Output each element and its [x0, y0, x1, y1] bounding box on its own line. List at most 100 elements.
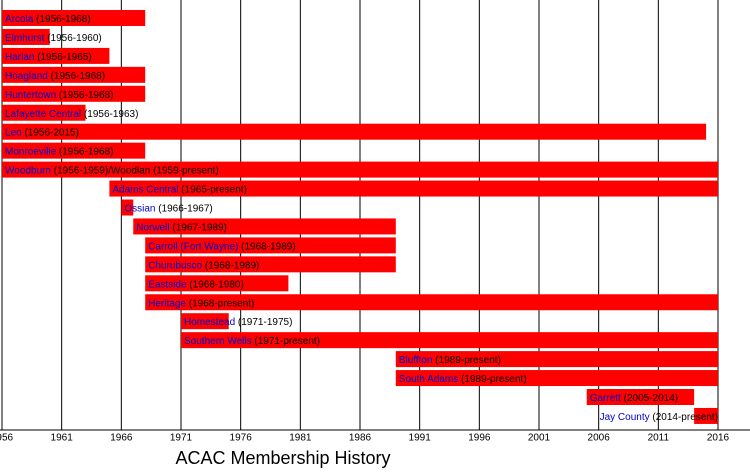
bar-name: Jay County: [600, 412, 650, 423]
bar-name: Heritage: [148, 298, 186, 309]
bar-period: (1956-2015): [22, 127, 79, 138]
bar-name: Eastside: [148, 279, 187, 290]
bar-label: Huntertown (1956-1968): [5, 89, 113, 100]
bar-label: Arcola (1956-1968): [5, 14, 91, 25]
bar: [2, 28, 50, 45]
bar-period: (1967-1989): [170, 222, 227, 233]
bar-name: Lafayette Central: [5, 108, 81, 119]
bar-name: Adams Central: [112, 184, 178, 195]
bar-name: Homestead: [184, 317, 235, 328]
bar-name: Bluffton: [399, 355, 433, 366]
bar-name: Churubusco: [148, 260, 202, 271]
bar-period: (1989-present): [458, 374, 526, 385]
bar-label: Garrett (2005-2014): [590, 393, 678, 404]
bar: [2, 142, 146, 159]
bar-period: (1971-1975): [235, 317, 292, 328]
x-tick-label: 1986: [349, 433, 372, 444]
chart-title: ACAC Membership History: [175, 448, 390, 468]
bar-label: Woodburn (1956-1959)/Woodlan (1959-prese…: [5, 165, 219, 176]
x-tick-label: 1971: [170, 433, 193, 444]
x-tick-label: 1956: [0, 433, 14, 444]
bar: [395, 351, 718, 368]
bar-period: (1968-present): [186, 298, 254, 309]
bar: [145, 237, 396, 254]
bar-period: (1965-present): [179, 184, 247, 195]
bar: [2, 47, 110, 64]
bar-period: (1956-1968): [56, 146, 113, 157]
bar-label: Heritage (1968-present): [148, 298, 254, 309]
bar-label: Ossian (1966-1967): [124, 203, 212, 214]
x-tick-label: 2011: [648, 433, 670, 444]
bar: [121, 199, 134, 216]
bar-period: (1956-1960): [44, 33, 101, 44]
bar: [109, 180, 718, 197]
bar-label: Homestead (1971-1975): [184, 317, 292, 328]
bar-label: Adams Central (1965-present): [112, 184, 247, 195]
bar: [145, 294, 718, 311]
bar-name: Norwell: [136, 222, 169, 233]
bar: [181, 332, 718, 349]
bar-name: Garrett: [590, 393, 621, 404]
x-tick-label: 1966: [110, 433, 133, 444]
x-tick-label: 2006: [588, 433, 611, 444]
bar-name: Southern Wells: [184, 336, 252, 347]
bar: [2, 104, 86, 121]
x-tick-label: 2016: [707, 433, 730, 444]
bar: [694, 407, 718, 424]
x-tick-label: 1961: [51, 433, 74, 444]
bar-period: (1989-present): [433, 355, 501, 366]
bar-period: (1968-1980): [187, 279, 244, 290]
bar-name: Woodburn: [5, 165, 51, 176]
bar: [395, 370, 718, 387]
bar-name: Arcola: [5, 14, 34, 25]
bar-label: Jay County (2014-present): [600, 412, 718, 423]
bar: [145, 275, 289, 292]
bar: [2, 161, 718, 178]
bar-period: (1956-1965): [34, 52, 91, 63]
bar-name: Ossian: [124, 203, 155, 214]
bar-label: Monroeville (1956-1968): [5, 146, 113, 157]
bar: [586, 389, 695, 405]
bar-period: (1968-1989): [238, 241, 295, 252]
bar: [133, 218, 396, 235]
bar-name: Elmhurst: [5, 33, 45, 44]
bar-label: Southern Wells (1971-present): [184, 336, 320, 347]
bar-label: Lafayette Central (1956-1963): [5, 108, 138, 119]
bar-name: Huntertown: [5, 89, 56, 100]
bar-label: South Adams (1989-present): [399, 374, 527, 385]
bar: [181, 313, 229, 330]
bar-period: (1968-1989): [202, 260, 259, 271]
bar-name: South Adams: [399, 374, 458, 385]
bar-label: Carroll (Fort Wayne) (1968-1989): [148, 241, 295, 252]
bar-name: Harlan: [5, 52, 34, 63]
bar-period: (1956-1963): [81, 108, 138, 119]
bar: [2, 123, 707, 140]
bar-period: (1956-1968): [33, 14, 90, 25]
bar-label: Norwell (1967-1989): [136, 222, 227, 233]
bar-name: Carroll (Fort Wayne): [148, 241, 238, 252]
bar: [2, 66, 146, 83]
bar-label: Churubusco (1968-1989): [148, 260, 259, 271]
bar-label: Eastside (1968-1980): [148, 279, 244, 290]
x-tick-label: 2001: [528, 433, 551, 444]
bar-period: (1956-1959)/Woodlan (1959-present): [51, 165, 219, 176]
bar-name: Monroeville: [5, 146, 57, 157]
bar-name: Leo: [5, 127, 22, 138]
bar: [145, 256, 396, 273]
bar-period: (1956-1968): [48, 70, 105, 81]
x-tick-label: 1991: [409, 433, 432, 444]
x-tick-label: 1981: [289, 433, 312, 444]
x-tick-label: 1976: [230, 433, 253, 444]
bar: [2, 85, 146, 102]
bar-period: (2014-present): [650, 412, 718, 423]
bar-label: Bluffton (1989-present): [399, 355, 501, 366]
bar-name: Hoagland: [5, 70, 48, 81]
bar-label: Harlan (1956-1965): [5, 52, 92, 63]
bar-label: Leo (1956-2015): [5, 127, 79, 138]
bar-period: (1956-1968): [56, 89, 113, 100]
bar-period: (2005-2014): [621, 393, 678, 404]
bar-period: (1966-1967): [155, 203, 212, 214]
bar: [2, 10, 146, 26]
bar-label: Elmhurst (1956-1960): [5, 33, 102, 44]
